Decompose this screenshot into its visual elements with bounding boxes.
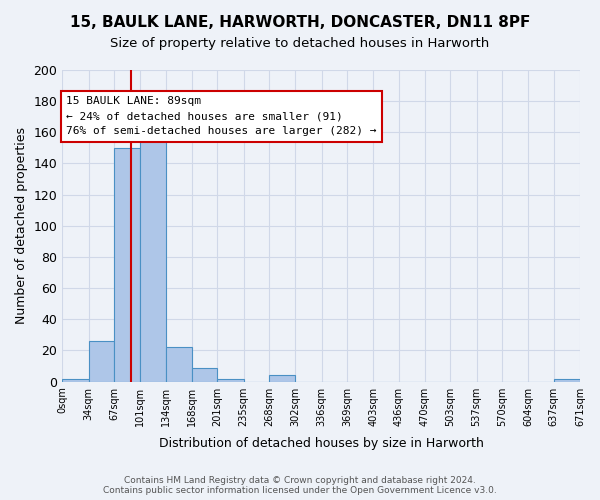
Bar xyxy=(554,378,580,382)
Text: 15, BAULK LANE, HARWORTH, DONCASTER, DN11 8PF: 15, BAULK LANE, HARWORTH, DONCASTER, DN1… xyxy=(70,15,530,30)
Y-axis label: Number of detached properties: Number of detached properties xyxy=(15,128,28,324)
Bar xyxy=(140,129,166,382)
Text: Contains HM Land Registry data © Crown copyright and database right 2024.
Contai: Contains HM Land Registry data © Crown c… xyxy=(103,476,497,495)
Bar xyxy=(217,378,244,382)
Text: 15 BAULK LANE: 89sqm
← 24% of detached houses are smaller (91)
76% of semi-detac: 15 BAULK LANE: 89sqm ← 24% of detached h… xyxy=(66,96,377,136)
Text: Size of property relative to detached houses in Harworth: Size of property relative to detached ho… xyxy=(110,38,490,51)
Bar xyxy=(62,378,89,382)
X-axis label: Distribution of detached houses by size in Harworth: Distribution of detached houses by size … xyxy=(159,437,484,450)
Bar xyxy=(114,148,140,382)
Bar xyxy=(166,348,192,382)
Bar xyxy=(89,341,114,382)
Bar xyxy=(269,376,295,382)
Bar xyxy=(192,368,217,382)
